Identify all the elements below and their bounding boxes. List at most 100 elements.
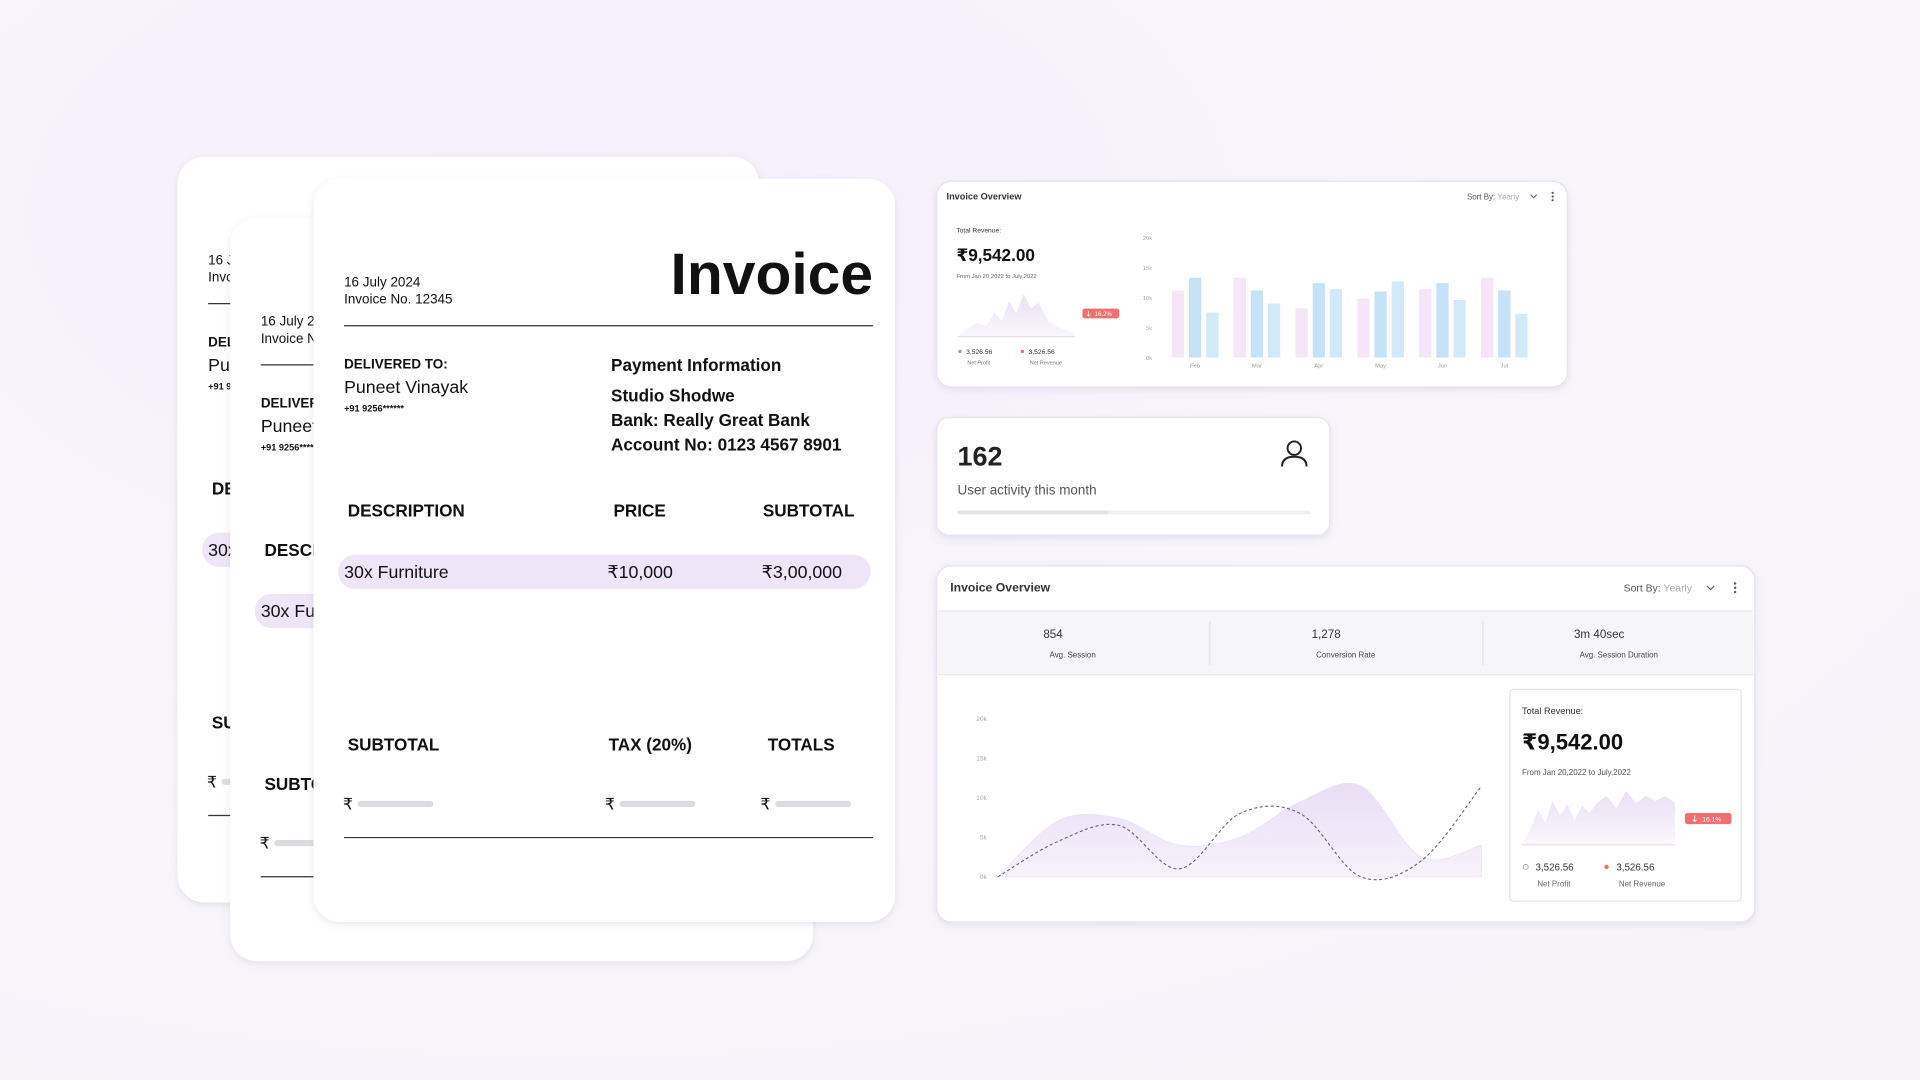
bar	[1188, 277, 1202, 358]
x-tick-label: Mar	[1252, 363, 1262, 369]
y-tick-label: 10k	[1143, 296, 1153, 302]
x-tick-label: Jun	[1438, 363, 1447, 369]
legend-label: Net Revenue	[1619, 880, 1666, 889]
revenue-value: ₹9,542.00	[956, 245, 1035, 265]
sort-label: Sort By:	[1467, 193, 1495, 202]
chevron-icon[interactable]	[1530, 194, 1538, 199]
y-tick-label: 15k	[1143, 266, 1153, 272]
bar	[1233, 277, 1246, 358]
down-arrow	[1086, 311, 1091, 317]
sort-label: Sort By:	[1624, 583, 1661, 594]
x-tick-label: Apr	[1314, 363, 1323, 369]
activity-value: 162	[958, 441, 1003, 471]
charts: 0k 5k 10k 15k 20k Feb Mar Apr May Jun Jul 0k 5k 10k 15…	[976, 236, 1528, 881]
client-phone: +91 9256******	[344, 403, 404, 413]
y-tick-label: 5k	[980, 835, 988, 842]
payment-heading: Payment Information	[611, 355, 781, 375]
change-badge	[1684, 813, 1732, 825]
row-highlight	[337, 554, 871, 589]
legend-label: Net Profit	[1537, 880, 1571, 889]
change-value: 16.1%	[1702, 817, 1721, 824]
y-tick-label: 10k	[976, 795, 987, 802]
y-tick-label: 5k	[1146, 326, 1152, 332]
revenue-label: Total Revenue:	[956, 228, 1001, 235]
row-cell: 30x Furniture	[344, 562, 449, 582]
chevron-icon[interactable]	[1706, 585, 1715, 591]
y-tick-label: 0k	[1146, 356, 1152, 362]
area	[997, 782, 1482, 878]
card-background	[936, 180, 1568, 388]
card-title: Invoice Overview	[950, 580, 1050, 594]
payment-line: Bank: Really Great Bank	[611, 410, 810, 430]
bar	[1515, 313, 1528, 358]
payment-line: Account No: 0123 4567 8901	[611, 435, 842, 455]
currency-symbol: ₹	[260, 836, 270, 853]
totals-header: SUBTOTAL	[348, 735, 440, 755]
bar	[1374, 291, 1387, 358]
invoice-number: Invoice No. 12345	[344, 292, 452, 307]
placeholder-bar	[357, 800, 434, 807]
line	[997, 785, 1483, 881]
y-tick-label: 20k	[1143, 236, 1153, 242]
client-name: Puneet Vinayak	[344, 377, 468, 397]
currency-symbol: ₹	[760, 796, 770, 813]
change-value: 16.2%	[1095, 311, 1113, 318]
bar	[1481, 277, 1494, 358]
sort-control[interactable]: Sort By: Yearly	[1467, 193, 1519, 202]
y-tick-label: 15k	[976, 756, 987, 763]
legend-label: Net Revenue	[1030, 360, 1062, 366]
stat-label: Avg. Session Duration	[1580, 651, 1658, 660]
invoice-title: Invoice	[671, 242, 874, 307]
sparkline	[957, 293, 1076, 337]
stat-label: Conversion Rate	[1316, 651, 1376, 660]
column-header: PRICE	[613, 501, 665, 521]
bar	[1295, 308, 1308, 358]
legend-value: 3,526.56	[966, 349, 992, 356]
invoice-stack: 16 July 2024 Invoice No. 12345 Invoice DELI…	[177, 156, 896, 962]
payment-line: Studio Shodwe	[611, 386, 735, 406]
bar	[1419, 289, 1432, 358]
kebab-menu[interactable]	[1551, 191, 1554, 202]
currency-symbol: ₹	[207, 774, 217, 791]
bar	[1357, 298, 1370, 358]
invoice-card: 16 July 2024 Invoice No. 12345 Invoice DELI…	[313, 178, 896, 923]
column-header: SUBTOTAL	[763, 501, 855, 521]
bar	[1498, 290, 1511, 358]
currency-symbol: ₹	[343, 796, 353, 813]
x-tick-label: May	[1375, 363, 1386, 369]
sort-value: Yearly	[1664, 583, 1693, 594]
currency-symbol: ₹	[605, 796, 615, 813]
x-tick-label: Jul	[1501, 363, 1509, 369]
bar	[1436, 283, 1449, 358]
legend-dot	[1604, 864, 1609, 870]
y-tick-label: 20k	[976, 716, 987, 723]
placeholder-bar	[619, 800, 696, 807]
kebab-menu[interactable]	[1733, 582, 1737, 594]
down-arrow	[1692, 815, 1697, 823]
column-header: DESCRIPTION	[348, 501, 465, 521]
totals-header: TOTALS	[768, 735, 835, 755]
sort-control[interactable]: Sort By: Yearly	[1624, 583, 1693, 594]
row-cell: ₹10,000	[607, 562, 673, 582]
row-cell: ₹3,00,000	[762, 562, 843, 582]
client-phone: +91 9256******	[261, 443, 321, 453]
progress-fill	[957, 510, 1109, 515]
bar	[1250, 290, 1264, 358]
bar	[1329, 289, 1343, 358]
user-icon	[1281, 440, 1308, 467]
bar	[1267, 303, 1281, 358]
activity-label: User activity this month	[958, 483, 1097, 498]
bar	[1453, 299, 1466, 358]
bar	[1171, 290, 1185, 358]
legend-value: 3,526.56	[1616, 863, 1655, 874]
revenue-period: From Jan 20,2022 to July,2022	[1522, 768, 1631, 777]
card-title: Invoice Overview	[947, 192, 1023, 202]
totals-header: TAX (20%)	[609, 735, 692, 755]
legend-dot	[1522, 864, 1529, 870]
stat-label: Avg. Session	[1050, 651, 1096, 660]
bar	[1391, 281, 1404, 358]
legend-value: 3,526.56	[1029, 349, 1055, 356]
